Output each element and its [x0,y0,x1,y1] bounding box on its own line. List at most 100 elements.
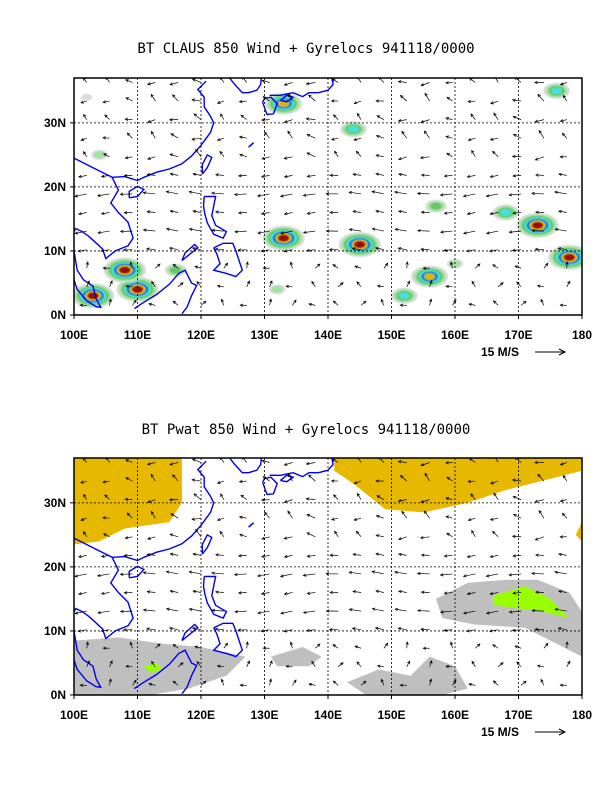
cloud-cluster-14 [543,82,570,99]
wind-vector [102,100,110,104]
wind-vector [155,263,161,269]
wind-vector [123,173,133,178]
wind-vector [417,609,430,613]
coastline-8 [133,269,198,315]
wind-vector [424,472,430,482]
vector-scale-arrowhead [558,728,567,736]
wind-vector [165,607,179,612]
wind-vector [559,155,567,159]
wind-vector [125,284,133,288]
wind-vector [150,93,156,102]
wind-vector [534,460,544,465]
cloud-contour-level-3 [277,234,290,242]
wind-vector [191,137,202,141]
cloud-contour-level-7 [430,202,442,210]
wind-vector [371,190,384,195]
wind-vector [538,129,545,139]
wind-vector [246,280,250,287]
wind-vector [172,643,179,649]
wind-vector [469,78,476,83]
wind-vector [155,643,161,649]
wind-vector [397,247,407,251]
wind-vector [330,479,339,483]
wind-vector [123,591,133,595]
wind-vector [124,117,133,122]
wind-vector [534,80,544,85]
cloud-contour-level-6 [347,125,359,133]
wind-vector [219,530,225,537]
wind-vector [330,517,339,521]
wind-vector [489,137,499,141]
wind-vector [260,498,270,502]
cloud-contour-level-6 [398,292,410,300]
wind-vector [554,570,567,575]
wind-vector [516,661,522,668]
wind-vector [557,552,567,556]
wind-vector [172,474,179,482]
wind-vector [470,113,476,120]
wind-vector [146,553,156,557]
wind-vector [260,591,270,596]
coastline-5 [202,195,228,239]
wind-vector [85,261,89,269]
wind-vector [423,130,430,139]
wind-vector [466,212,476,216]
chart-2-title: BT Pwat 850 Wind + Gyrelocs 941118/0000 [141,422,471,438]
wind-vector [177,662,184,668]
wind-vector [195,528,202,537]
wind-vector [142,571,156,575]
wind-vector [490,100,499,105]
wind-vector [401,130,408,139]
wind-vector [283,249,293,253]
wind-vector [306,514,316,519]
wind-vector [132,679,137,686]
x-tick-label: 150E [377,328,405,342]
coastline-11 [269,458,334,478]
wind-vector [445,497,453,501]
wind-vector [353,100,362,105]
wind-vector [375,589,384,593]
wind-vector [416,571,430,576]
wind-vector [557,172,567,176]
wind-vector [285,284,293,289]
coastline-4 [201,533,213,555]
wind-vector [353,137,362,142]
wind-vector [283,554,293,559]
wind-vector [399,94,407,102]
wind-vector [233,192,247,197]
wind-vector [308,682,316,687]
wind-vector [353,480,362,485]
wind-vector [398,209,407,214]
wind-vector [214,210,224,214]
wind-vector [308,474,316,482]
wind-vector [214,590,224,594]
wind-vector [420,119,430,124]
wind-vector [245,641,249,649]
wind-vector [471,149,476,157]
chart-1-claus-wind: 100E 110E 120E 130E 140E 150E 160E 170E 180 0N 10N… [44,77,592,359]
wind-vector [534,210,544,214]
wind-vector [215,553,224,557]
wind-vector [559,303,567,307]
wind-vector [196,661,202,668]
wind-vector [119,229,133,234]
wind-vector [191,458,202,463]
wind-vector [200,680,207,686]
wind-vector [492,300,499,306]
wind-vector [337,662,344,668]
cloud-contour-level-3 [563,253,575,261]
wind-vector [172,263,179,269]
wind-vector [559,82,567,86]
wind-vector [170,133,179,139]
wind-vector [557,627,567,631]
wind-vector [108,298,112,306]
wind-vector [375,154,384,158]
wind-vector [292,299,297,306]
wind-vector [543,262,549,269]
wind-vector [74,230,87,235]
wind-vector [558,209,567,214]
wind-vector [216,100,224,104]
wind-vector [315,263,321,269]
cloud-cluster-4 [262,225,305,251]
wind-vector [287,130,293,139]
